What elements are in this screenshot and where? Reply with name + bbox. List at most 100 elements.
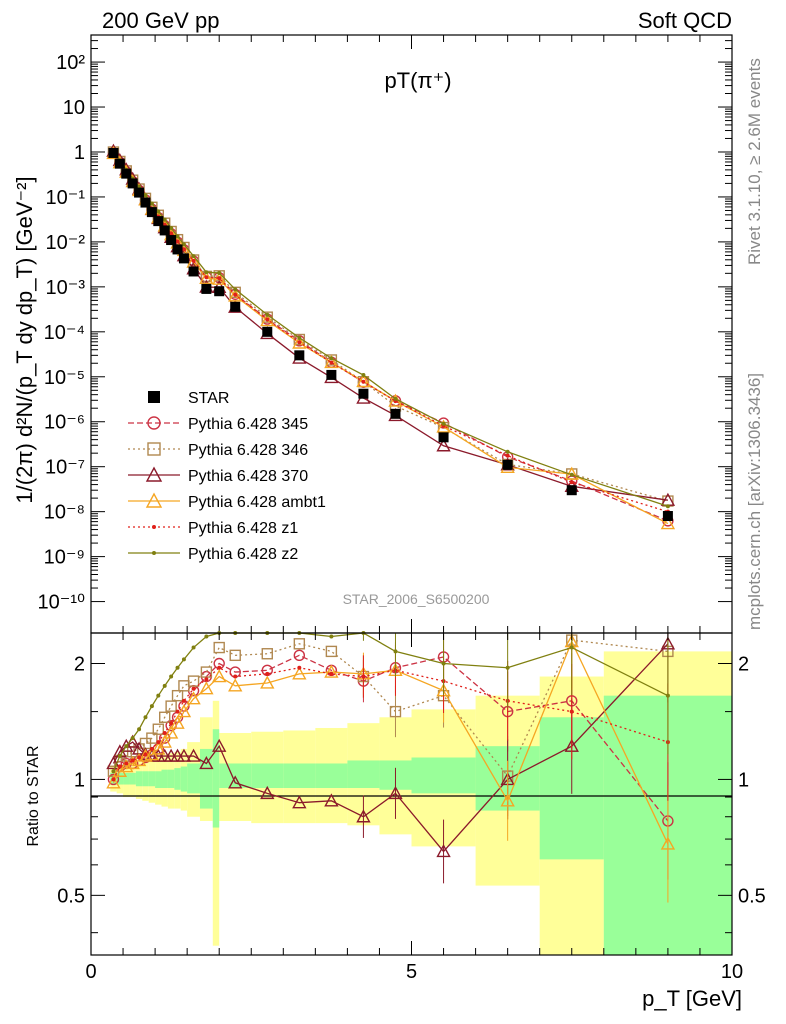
ratio-series-point — [212, 669, 227, 683]
side-label-rivet: Rivet 3.1.10, ≥ 2.6M events — [745, 58, 764, 265]
stat-uncertainty-band — [411, 757, 476, 794]
stat-uncertainty-band — [155, 771, 162, 788]
ratio-series-point — [228, 775, 243, 789]
series-point — [329, 356, 334, 361]
ratio-series-point — [389, 705, 402, 718]
ratio-series-point — [176, 748, 192, 762]
ratio-series-point — [152, 723, 165, 735]
reference-point — [188, 266, 199, 277]
series-point — [436, 438, 451, 452]
ratio-series-point — [111, 769, 116, 774]
y-tick-label: 10⁻¹ — [46, 187, 86, 209]
ratio-series-point — [361, 674, 366, 679]
header-right: Soft QCD — [638, 8, 732, 33]
header-left: 200 GeV pp — [102, 8, 219, 33]
reference-point — [438, 432, 449, 443]
ratio-tick-label-right: 0.5 — [738, 885, 766, 907]
ratio-series-point — [112, 763, 128, 777]
ratio-series-point — [293, 649, 306, 662]
ratio-series-point — [162, 683, 167, 688]
series-point — [356, 373, 371, 388]
ratio-series-point — [199, 756, 214, 770]
y-tick-label: 10⁻² — [46, 232, 86, 254]
ratio-series-point — [199, 681, 214, 695]
ratio-series-point — [233, 674, 238, 679]
series-point — [436, 419, 451, 433]
ratio-series-point — [436, 844, 451, 858]
x-axis-label: p_T [GeV] — [642, 986, 742, 1011]
series-point — [212, 271, 227, 285]
ratio-series-point — [162, 730, 167, 735]
ratio-series-point — [124, 744, 129, 749]
reference-point — [262, 326, 273, 337]
stat-uncertainty-band — [315, 763, 348, 788]
legend-label: Pythia 6.428 ambt1 — [188, 494, 326, 511]
ratio-series-point — [204, 634, 209, 639]
main-plot-area — [91, 35, 732, 633]
y-tick-label: 10⁻⁸ — [44, 502, 85, 524]
series-point — [660, 516, 676, 530]
reference-point — [201, 283, 212, 294]
ratio-y-ticks: 0.5 0.5 1 1 2 2 — [57, 653, 766, 934]
ratio-series-point — [393, 649, 398, 654]
reference-point — [566, 485, 577, 496]
y-tick-label: 10 — [63, 97, 85, 119]
ratio-series-point — [157, 734, 172, 748]
ratio-series-point — [117, 754, 122, 759]
series-point — [665, 504, 670, 509]
series-point — [265, 317, 270, 322]
ratio-series-point — [356, 809, 371, 823]
series-point — [169, 231, 174, 236]
ratio-series-point — [186, 691, 201, 705]
stat-uncertainty-band — [116, 772, 124, 785]
ratio-series-point — [325, 645, 338, 658]
series-point — [292, 335, 307, 349]
ratio-series-point — [163, 725, 179, 739]
stat-uncertainty-band — [174, 768, 181, 790]
series-point — [169, 226, 174, 231]
stat-uncertainty-band — [148, 771, 156, 787]
series-point — [204, 270, 209, 275]
reference-point — [127, 178, 138, 189]
ratio-series-point — [265, 671, 270, 676]
ratio-series-point — [119, 738, 134, 752]
ratio-series-point — [175, 709, 180, 714]
series-point — [199, 270, 214, 285]
series-point — [191, 254, 196, 259]
ratio-tick-label: 1 — [74, 769, 85, 791]
stat-uncertainty-band — [161, 769, 168, 788]
ratio-series-point — [149, 704, 154, 709]
stat-uncertainty-band — [283, 763, 316, 788]
ratio-series-point — [143, 752, 148, 757]
y-axis-label: 1/(2π) d²N/(p_T dy dp_T) [GeV⁻²] — [12, 176, 37, 503]
ratio-series-point — [324, 793, 339, 807]
ratio-series-point — [569, 709, 574, 714]
series-point — [265, 312, 270, 317]
main-y-ticks: 10⁻¹⁰ 10⁻⁹ 10⁻⁸ 10⁻⁷ 10⁻⁶ 10⁻⁵ 10⁻⁴ 10⁻³ 10⁻² 10⁻… — [38, 34, 733, 633]
reference-point — [326, 369, 337, 380]
y-tick-label: 10⁻⁷ — [45, 457, 85, 479]
ratio-series-point — [212, 738, 227, 752]
x-tick-label: 0 — [85, 961, 96, 983]
ratio-series-point — [191, 686, 196, 691]
ratio-series-point — [229, 649, 241, 662]
stat-uncertainty-band — [251, 763, 284, 788]
ratio-y-axis-label: Ratio to STAR — [25, 745, 42, 846]
y-tick-label: 10⁻³ — [46, 277, 86, 299]
ratio-series-point — [213, 641, 225, 654]
series-point — [143, 193, 148, 198]
ratio-series-point — [149, 746, 154, 751]
ratio-series-point — [181, 657, 186, 662]
stat-uncertainty-band — [212, 729, 220, 828]
ratio-series-point — [388, 785, 403, 800]
series-point — [156, 209, 161, 214]
ratio-series-point — [130, 758, 135, 763]
legend-marker — [152, 551, 156, 555]
legend-marker — [145, 492, 163, 508]
y-tick-label: 10⁻⁴ — [44, 322, 85, 344]
reference-point — [134, 187, 145, 198]
series-point — [149, 201, 154, 206]
series-point — [361, 373, 366, 378]
series-point — [233, 292, 238, 297]
